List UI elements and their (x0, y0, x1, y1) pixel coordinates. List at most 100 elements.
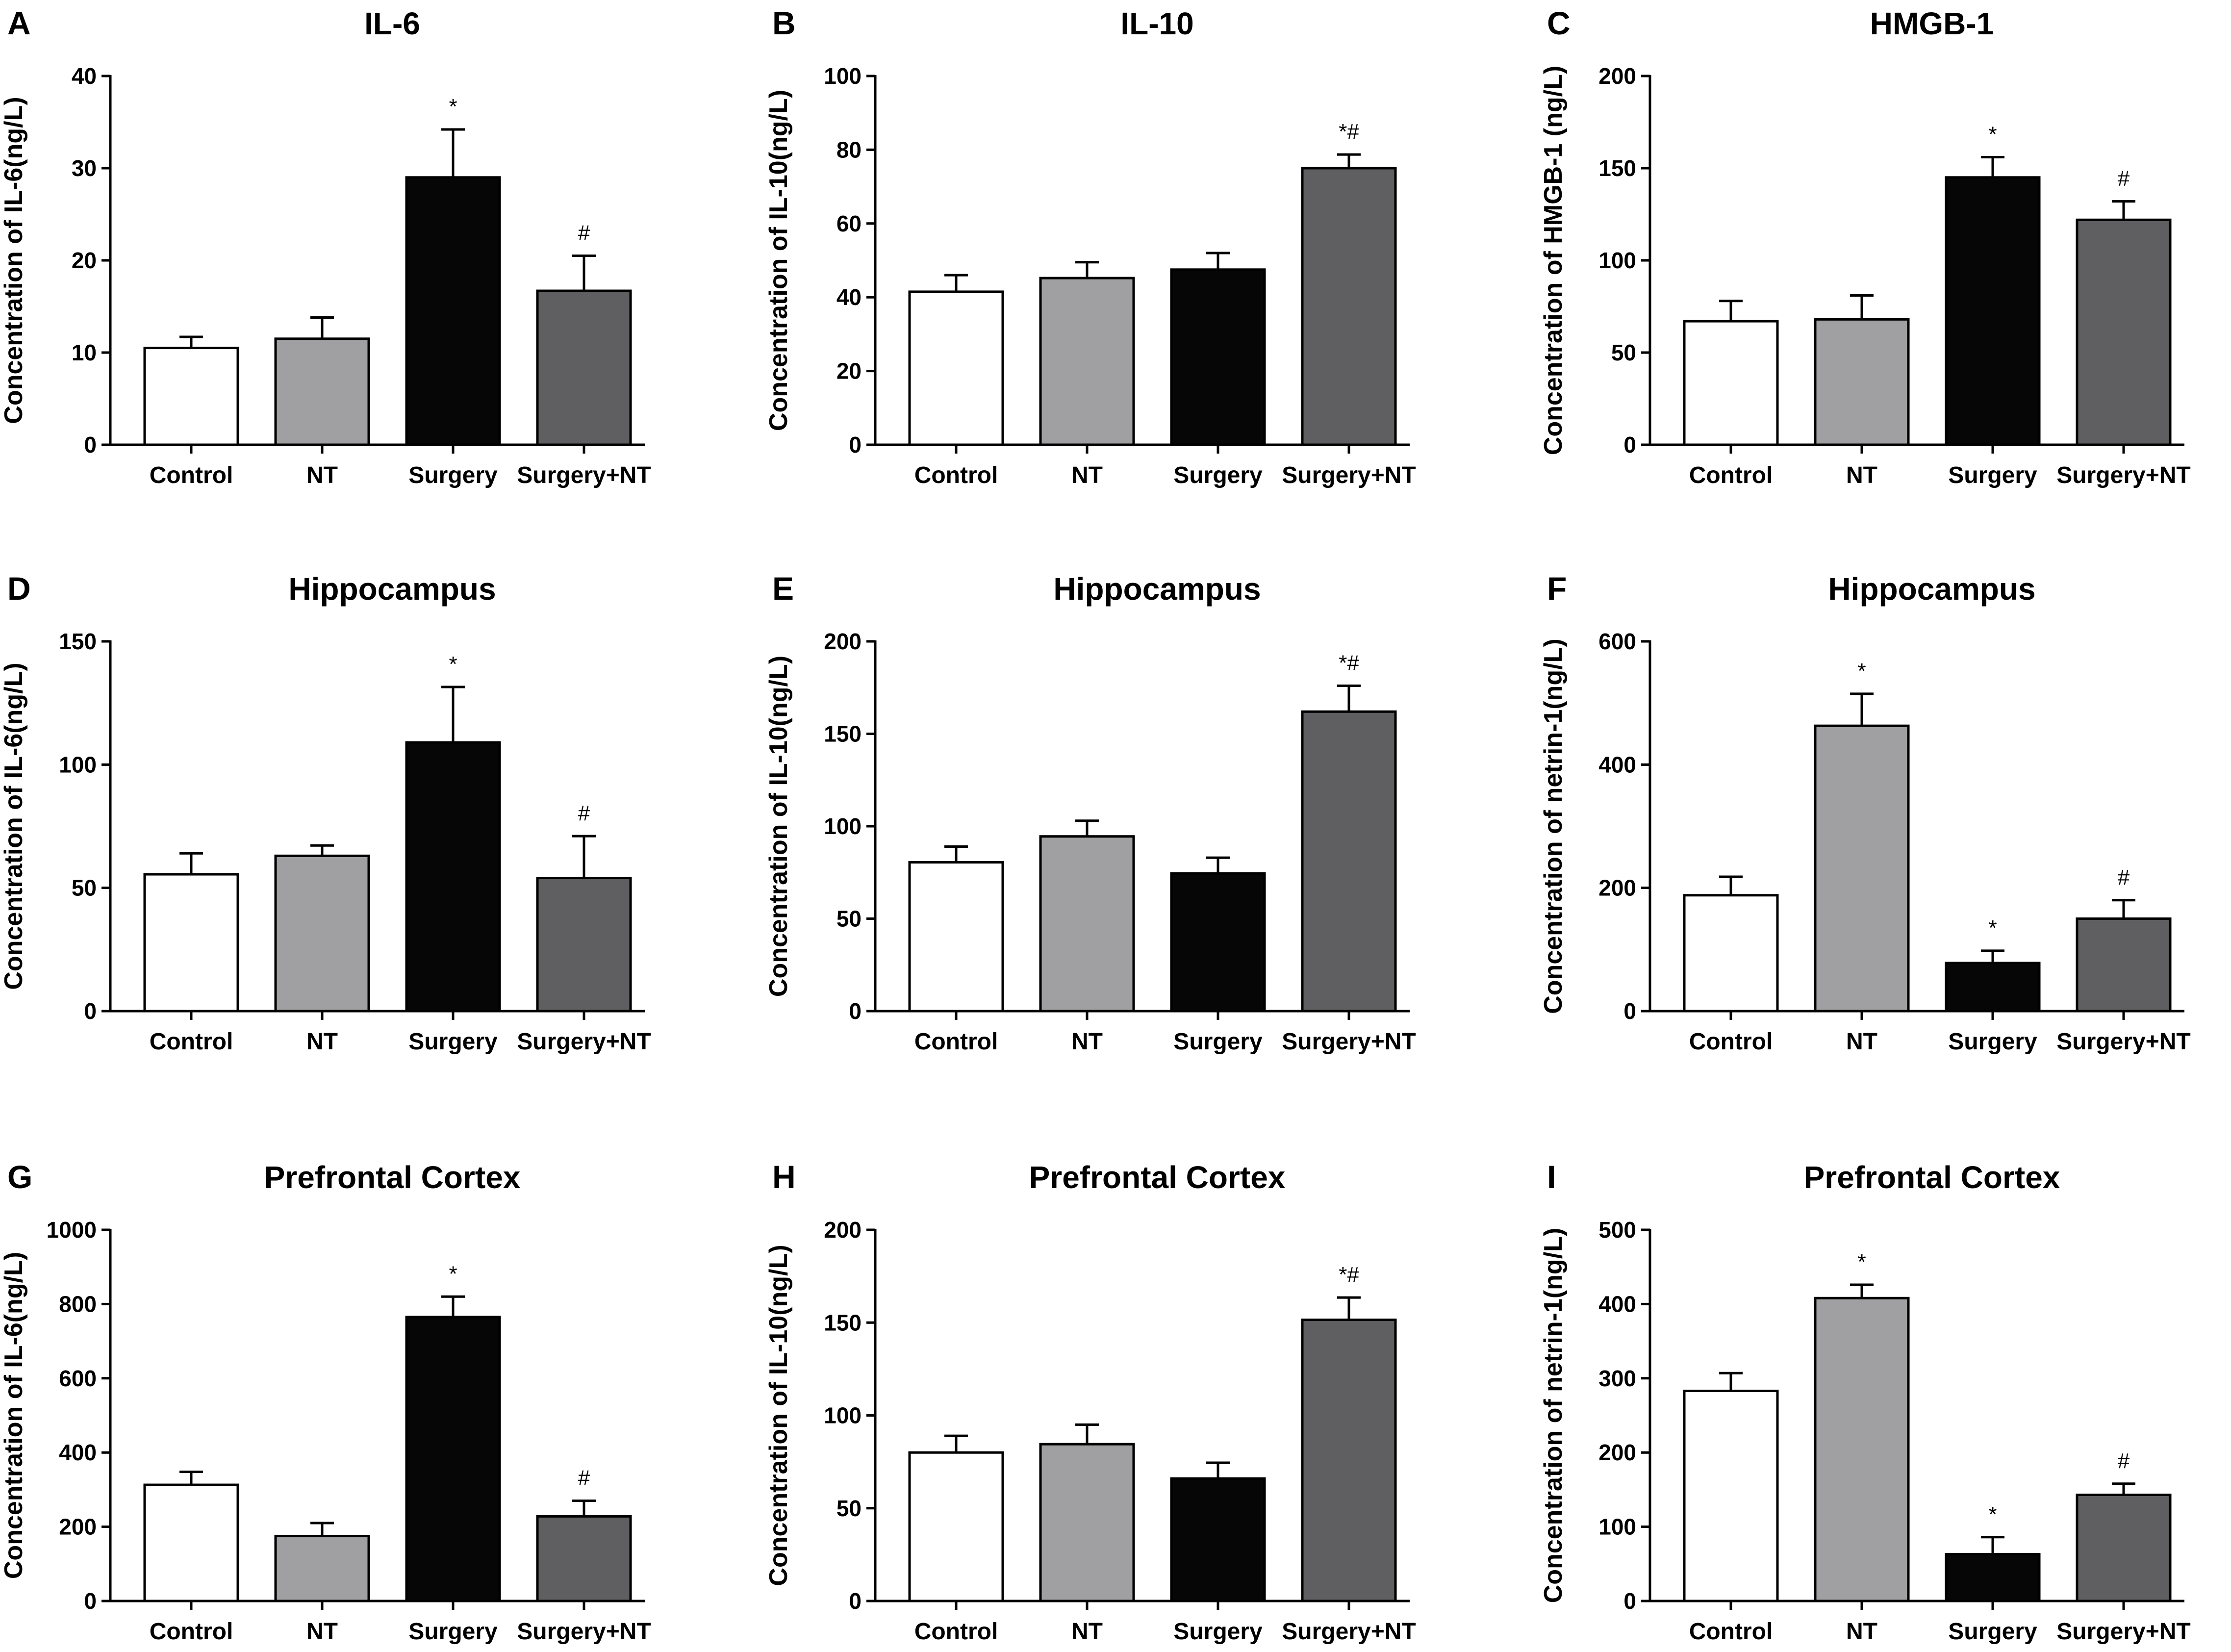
bar-nt (274, 854, 370, 1013)
bar-surgery (1945, 1553, 2041, 1602)
bar-nt (274, 1535, 370, 1602)
significance-marker: * (1857, 1250, 1866, 1274)
y-tick-label: 0 (849, 1588, 862, 1614)
panel-letter: F (1547, 570, 1567, 607)
bar-surgery-plus-nt (536, 1515, 632, 1602)
x-tick-label: NT (1071, 1619, 1103, 1645)
y-tick-label: 50 (72, 875, 97, 901)
x-tick-label: Surgery+NT (1282, 462, 1416, 488)
y-tick-label: 200 (824, 1217, 862, 1243)
x-tick-label: Surgery (1948, 1029, 2037, 1055)
x-tick-label: Control (150, 462, 233, 488)
y-tick-label: 0 (1623, 998, 1636, 1024)
bar-surgery-plus-nt (2076, 218, 2172, 446)
y-tick-label: 150 (824, 721, 862, 747)
y-tick-label: 150 (1598, 155, 1636, 181)
x-tick-label: Surgery+NT (2056, 1619, 2190, 1645)
bar-control (1683, 320, 1779, 446)
y-tick-label: 100 (824, 63, 862, 89)
y-tick-label: 50 (837, 1496, 862, 1521)
significance-marker: # (2118, 865, 2130, 890)
significance-marker: *# (1339, 120, 1359, 144)
y-tick-label: 100 (824, 1403, 862, 1428)
y-tick-label: 0 (84, 998, 97, 1024)
panel-title: Prefrontal Cortex (1029, 1160, 1286, 1195)
y-tick-label: 0 (84, 1588, 97, 1614)
bar-control (908, 290, 1004, 446)
x-tick-label: NT (1846, 1619, 1877, 1645)
bar-control (1683, 894, 1779, 1013)
y-axis-label: Concentration of netrin-1(ng/L) (1539, 638, 1568, 1014)
significance-marker: * (449, 1262, 457, 1286)
y-axis-label: Concentration of IL-10(ng/L) (764, 656, 793, 997)
y-tick-label: 500 (1598, 1217, 1636, 1243)
y-tick-label: 200 (824, 629, 862, 654)
panel-d: D Hippocampus Concentration of IL-6(ng/L) 0… (0, 570, 651, 1055)
panel-a: A IL-6 Concentration of IL-6(ng/L) 0 10 20 30 4… (0, 5, 651, 488)
y-tick-label: 50 (1611, 340, 1636, 365)
x-tick-label: Surgery+NT (1282, 1029, 1416, 1055)
panel-title: Hippocampus (1053, 571, 1261, 607)
y-axis-label: Concentration of netrin-1(ng/L) (1539, 1228, 1568, 1603)
y-tick-label: 800 (59, 1291, 97, 1317)
panel-title: Prefrontal Cortex (264, 1160, 521, 1195)
significance-marker: * (1988, 916, 1997, 940)
x-tick-label: Surgery+NT (2056, 1029, 2190, 1055)
y-tick-label: 300 (1598, 1366, 1636, 1391)
x-tick-label: Control (150, 1029, 233, 1055)
y-tick-label: 1000 (47, 1217, 97, 1243)
panel-letter: I (1547, 1159, 1556, 1195)
y-tick-label: 40 (72, 63, 97, 89)
x-tick-label: NT (1071, 1029, 1103, 1055)
significance-marker: *# (1339, 1263, 1359, 1287)
y-tick-label: 0 (849, 432, 862, 457)
bar-surgery (1945, 962, 2041, 1013)
x-tick-label: Control (1689, 462, 1773, 488)
y-axis-label: Concentration of IL-6(ng/L) (0, 662, 28, 990)
bar-nt (1039, 1443, 1135, 1602)
x-tick-label: NT (306, 462, 338, 488)
y-tick-label: 150 (824, 1310, 862, 1335)
panel-f: F Hippocampus Concentration of netrin-1(ng… (1539, 570, 2191, 1055)
bar-surgery (1170, 872, 1266, 1013)
bar-control (143, 873, 239, 1013)
bar-nt (1814, 724, 1910, 1013)
y-axis-label: Concentration of IL-6(ng/L) (0, 97, 28, 424)
panel-letter: H (772, 1159, 796, 1195)
panel-c: C HMGB-1 Concentration of HMGB-1 (ng/L) 0 50… (1539, 5, 2191, 488)
significance-marker: *# (1339, 651, 1359, 675)
bar-surgery-plus-nt (2076, 1493, 2172, 1602)
bar-nt (1814, 1296, 1910, 1602)
y-tick-label: 150 (59, 629, 97, 654)
panel-title: HMGB-1 (1870, 6, 1994, 41)
y-tick-label: 600 (1598, 629, 1636, 654)
y-tick-label: 20 (72, 248, 97, 273)
x-tick-label: Surgery+NT (517, 1619, 651, 1645)
y-tick-label: 400 (1598, 752, 1636, 777)
x-tick-label: Surgery (1173, 462, 1263, 488)
panel-e: E Hippocampus Concentration of IL-10(ng/L)… (764, 570, 1416, 1055)
panel-title: Hippocampus (1828, 571, 2035, 607)
y-axis-label: Concentration of IL-10(ng/L) (764, 90, 793, 431)
significance-marker: * (449, 652, 457, 676)
bar-surgery-plus-nt (536, 289, 632, 446)
y-tick-label: 0 (1623, 432, 1636, 457)
bar-surgery (1170, 1477, 1266, 1602)
x-tick-label: NT (1846, 462, 1877, 488)
y-tick-label: 200 (1598, 1440, 1636, 1465)
y-tick-label: 80 (837, 137, 862, 162)
panel-b: B IL-10 Concentration of IL-10(ng/L) 0 20 40 6… (764, 5, 1416, 488)
y-tick-label: 0 (1623, 1588, 1636, 1614)
x-tick-label: Control (150, 1619, 233, 1645)
bar-nt (274, 337, 370, 446)
panel-title: IL-6 (364, 6, 420, 41)
y-axis-label: Concentration of IL-6(ng/L) (0, 1252, 28, 1579)
bar-surgery-plus-nt (1301, 710, 1397, 1013)
bar-surgery (405, 741, 501, 1013)
x-tick-label: Surgery (1173, 1029, 1263, 1055)
panel-letter: D (7, 570, 31, 607)
x-tick-label: Surgery (408, 1619, 498, 1645)
x-tick-label: NT (306, 1619, 338, 1645)
y-tick-label: 400 (1598, 1291, 1636, 1317)
